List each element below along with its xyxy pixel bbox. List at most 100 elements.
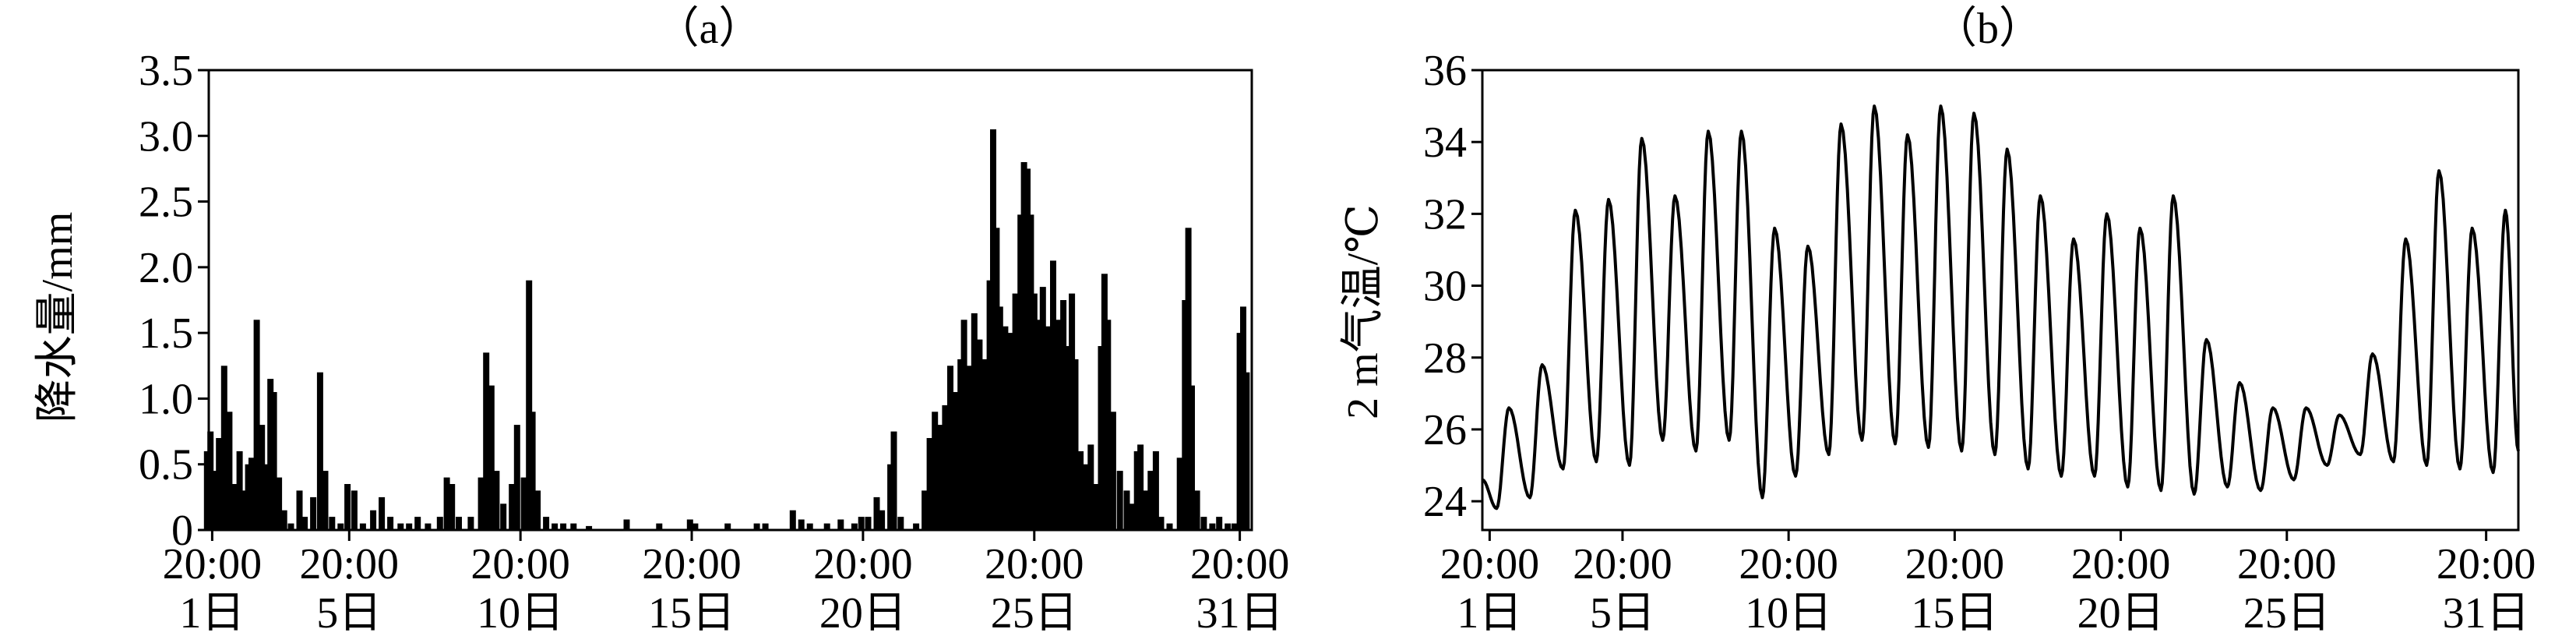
precipitation-bar xyxy=(1243,372,1250,530)
precipitation-bar xyxy=(263,464,270,530)
panel-b-label: （b） xyxy=(1933,5,2042,53)
precipitation-bar xyxy=(865,517,872,530)
precipitation-bar xyxy=(837,519,844,530)
precipitation-bar xyxy=(1007,333,1013,530)
temperature-y-tick-label: 26 xyxy=(1423,406,1467,454)
precipitation-bar xyxy=(287,523,294,530)
precipitation-bar xyxy=(926,438,933,530)
precipitation-bar xyxy=(513,425,520,530)
precipitation-bar xyxy=(1189,385,1195,530)
precipitation-bar xyxy=(216,438,223,530)
precipitation-bar xyxy=(570,523,577,530)
precipitation-bar xyxy=(1116,471,1123,530)
precipitation-bar xyxy=(586,525,593,530)
precipitation-bar xyxy=(267,379,274,530)
precipitation-bar xyxy=(1142,490,1149,530)
precipitation-bar xyxy=(1232,523,1238,530)
precipitation-bar xyxy=(310,496,317,530)
precipitation-bar xyxy=(1193,490,1200,530)
temperature-x-tick-time: 20:00 xyxy=(2237,540,2337,588)
temperature-x-ticks: 20:001日20:005日20:0010日20:0015日20:0020日20… xyxy=(1440,530,2536,636)
temperature-x-tick-time: 20:00 xyxy=(2437,540,2536,588)
precipitation-bar xyxy=(996,306,1003,530)
precipitation-bar xyxy=(890,431,897,530)
precipitation-bar xyxy=(449,484,456,530)
temperature-x-tick-date: 5日 xyxy=(1590,589,1655,636)
precipitation-x-tick-time: 20:00 xyxy=(470,540,570,588)
precipitation-bar xyxy=(1133,450,1140,530)
precipitation-x-tick-date: 1日 xyxy=(179,589,245,636)
precipitation-bar xyxy=(789,510,796,530)
precipitation-y-axis-label: 降水量/mm xyxy=(33,212,82,423)
precipitation-y-tick-label: 2.0 xyxy=(139,244,193,292)
precipitation-bar xyxy=(897,517,904,530)
precipitation-bar xyxy=(981,359,988,530)
precipitation-x-tick-time: 20:00 xyxy=(300,540,400,588)
temperature-y-tick-label: 36 xyxy=(1423,47,1467,95)
precipitation-bar xyxy=(387,517,394,530)
precipitation-y-tick-label: 1.0 xyxy=(139,375,193,423)
precipitation-bar xyxy=(322,471,329,530)
precipitation-y-tick-label: 3.0 xyxy=(139,112,193,161)
precipitation-bar xyxy=(359,523,366,530)
temperature-x-tick-time: 20:00 xyxy=(1905,540,2005,588)
precipitation-x-tick-date: 10日 xyxy=(477,589,564,636)
precipitation-bar xyxy=(1182,300,1189,530)
precipitation-bar xyxy=(1216,517,1223,530)
precipitation-bar xyxy=(1109,412,1116,530)
precipitation-x-tick-time: 20:00 xyxy=(985,540,1084,588)
temperature-x-tick-date: 31日 xyxy=(2443,589,2530,636)
precipitation-bar xyxy=(1236,333,1243,530)
precipitation-bar xyxy=(873,496,880,530)
precipitation-bar xyxy=(1077,450,1084,530)
precipitation-x-ticks: 20:001日20:005日20:0010日20:0015日20:0020日20… xyxy=(163,530,1289,636)
temperature-x-tick-time: 20:00 xyxy=(1573,540,1672,588)
precipitation-bar xyxy=(280,510,287,530)
precipitation-bar xyxy=(1082,464,1089,530)
precipitation-bar xyxy=(887,464,894,530)
precipitation-bar xyxy=(526,280,533,530)
precipitation-bar xyxy=(913,523,920,530)
precipitation-bar xyxy=(245,464,252,530)
precipitation-bar xyxy=(1137,444,1144,530)
precipitation-bar xyxy=(1065,346,1072,530)
precipitation-bar xyxy=(1092,484,1099,530)
precipitation-bar xyxy=(337,523,344,530)
precipitation-x-tick-date: 15日 xyxy=(648,589,735,636)
precipitation-y-tick-label: 1.5 xyxy=(139,309,193,358)
precipitation-bar xyxy=(1024,168,1031,530)
precipitation-bar xyxy=(344,484,351,530)
precipitation-bar xyxy=(656,523,663,530)
precipitation-bar xyxy=(231,484,238,530)
precipitation-bar xyxy=(560,523,567,530)
precipitation-y-tick-label: 0.5 xyxy=(139,441,193,489)
precipitation-bar xyxy=(483,352,490,530)
precipitation-bar xyxy=(922,490,929,530)
precipitation-bar xyxy=(406,523,413,530)
temperature-x-tick-date: 10日 xyxy=(1745,589,1832,636)
precipitation-bar xyxy=(493,471,500,530)
precipitation-bar xyxy=(1152,450,1159,530)
temperature-x-tick-date: 25日 xyxy=(2243,589,2331,636)
precipitation-bar xyxy=(966,366,973,530)
precipitation-bar xyxy=(1087,444,1094,530)
temperature-y-ticks: 24 26 28 30 32 34 36 xyxy=(1423,47,1482,526)
precipitation-bar xyxy=(1060,300,1067,530)
precipitation-bar xyxy=(1101,274,1108,530)
temperature-y-tick-label: 32 xyxy=(1423,190,1467,238)
precipitation-bar xyxy=(952,392,959,530)
precipitation-bar xyxy=(329,517,336,530)
precipitation-bar xyxy=(379,496,386,530)
precipitation-bar xyxy=(1105,320,1112,530)
precipitation-bar xyxy=(986,280,993,530)
precipitation-bar xyxy=(936,425,943,530)
precipitation-bar xyxy=(1002,326,1009,530)
precipitation-bar xyxy=(692,523,699,530)
precipitation-bar xyxy=(851,523,858,530)
precipitation-bar xyxy=(1129,504,1136,530)
precipitation-bar xyxy=(806,523,813,530)
precipitation-bar xyxy=(1045,326,1052,530)
precipitation-x-tick-time: 20:00 xyxy=(163,540,263,588)
